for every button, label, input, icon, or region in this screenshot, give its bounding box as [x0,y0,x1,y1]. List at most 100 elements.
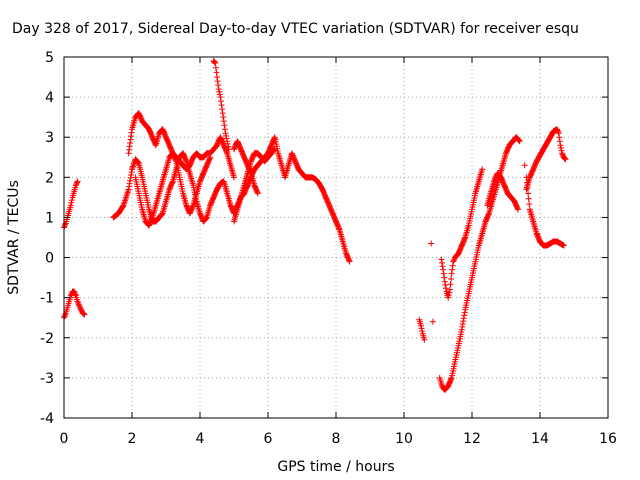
y-tick-label: 0 [45,251,54,267]
data-point [419,328,426,335]
data-point [68,199,75,206]
data-point [219,106,226,113]
data-point [221,126,228,133]
data-point [560,242,567,249]
data-point [223,135,230,142]
data-point [62,221,69,228]
data-point [516,138,523,145]
data-point [76,304,83,311]
data-point [218,102,225,109]
data-point [445,294,452,301]
data-point [555,128,562,135]
data-point [448,270,455,277]
data-point [74,298,81,305]
data-point [559,150,566,157]
data-point [418,322,424,329]
x-tick-label: 14 [531,431,549,447]
y-axis-label: SDTVAR / TECUs [6,180,22,295]
data-point [217,98,224,105]
data-point [524,185,531,192]
data-point [449,266,456,273]
x-tick-label: 10 [395,431,413,447]
data-point [214,74,220,81]
data-point [557,142,564,149]
data-point [556,134,563,141]
data-point [215,86,222,93]
y-tick-label: 3 [45,130,54,146]
data-point [72,291,79,298]
data-points [61,58,569,393]
data-point [521,162,528,169]
data-point [213,69,220,76]
data-point [80,310,87,317]
data-point [514,206,521,213]
data-point [558,147,565,154]
y-tick-label: -3 [40,371,54,387]
data-point [219,110,226,117]
data-point [207,154,214,161]
data-point [479,166,486,173]
data-point [446,289,453,296]
data-point [224,138,231,145]
data-point [346,258,353,265]
data-point [68,197,75,204]
y-tick-label: -2 [40,331,54,347]
data-point [74,178,81,185]
data-point [67,202,74,209]
data-point [80,310,87,317]
data-point [61,223,68,230]
data-point [439,263,446,270]
data-point [442,285,449,292]
y-tick-label: -1 [40,291,54,307]
data-point [447,281,454,288]
data-point [445,291,452,298]
y-tick-label: 2 [45,170,54,186]
data-point [216,88,223,95]
data-point [556,138,563,145]
data-point [523,179,530,186]
data-point [76,302,83,309]
data-point [212,64,219,71]
data-point [418,325,425,332]
y-tick-label: 4 [45,90,54,106]
data-point [557,144,564,151]
data-point [225,146,232,153]
data-point [438,380,445,387]
data-point [74,179,81,186]
data-point [526,201,533,208]
data-point [555,130,562,137]
data-point [448,275,455,282]
data-point [554,127,561,134]
grid-lines [64,57,608,418]
data-point [441,278,448,285]
data-point [254,190,261,197]
data-point [220,114,227,121]
data-point [421,336,428,343]
data-point [523,174,530,181]
data-point [215,82,222,89]
data-point [72,182,79,189]
data-point [231,174,237,181]
x-tick-label: 2 [128,431,137,447]
data-point [554,126,560,133]
data-point [211,58,218,65]
data-point [223,132,230,139]
data-point [212,60,219,67]
data-point [211,59,218,66]
chart-title: Day 328 of 2017, Sidereal Day-to-day VTE… [12,21,579,37]
data-point [220,118,227,125]
data-point [71,289,78,296]
y-tick-label: 5 [45,50,54,66]
data-point [81,311,88,318]
data-point [450,258,457,265]
data-point [61,313,68,320]
data-point [214,78,221,85]
data-point [428,240,435,247]
data-point [75,301,82,308]
y-tick-label: -4 [40,411,54,427]
x-tick-label: 6 [264,431,273,447]
data-point [525,190,532,197]
data-point [561,155,568,162]
